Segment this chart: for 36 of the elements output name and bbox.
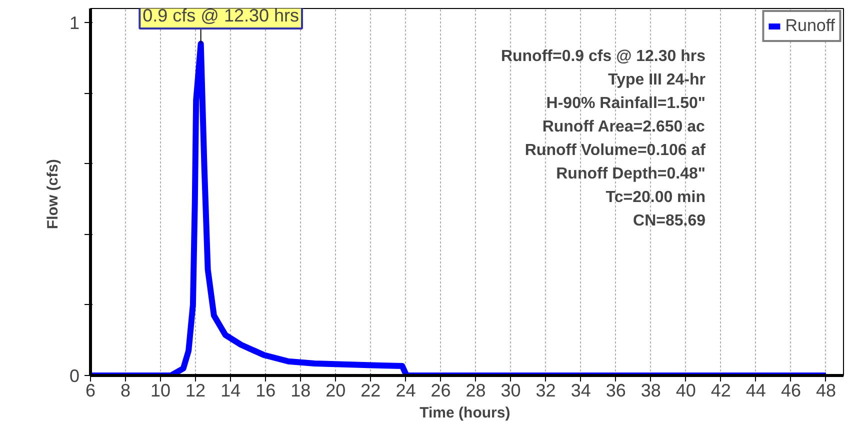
x-tick-label: 46 [780, 380, 801, 400]
x-tick-label: 26 [430, 380, 451, 400]
x-tick-label: 14 [220, 380, 241, 400]
annotation: Tc=20.00 min [606, 189, 706, 206]
y-tick-label: 1 [69, 13, 80, 34]
y-axis-title: Flow (cfs) [44, 159, 62, 230]
annotation: Runoff Volume=0.106 af [524, 142, 706, 159]
x-tick-label: 16 [256, 380, 276, 400]
x-tick-label: 28 [466, 380, 486, 400]
x-tick-label: 42 [710, 380, 731, 400]
x-tick-label: 36 [606, 380, 626, 400]
x-tick-label: 48 [816, 380, 836, 400]
x-tick-label: 18 [290, 380, 311, 400]
x-tick-label: 8 [120, 380, 131, 400]
annotation: Runoff Area=2.650 ac [542, 118, 706, 136]
annotation: Type III 24-hr [608, 72, 706, 88]
annotation: Runoff Depth=0.48" [556, 166, 706, 182]
annotation: Runoff=0.9 cfs @ 12.30 hrs [500, 48, 706, 65]
annotation: CN=85.69 [633, 212, 706, 230]
annotation: 0.9 cfs @ 12.30 hrs [142, 6, 300, 26]
x-tick-label: 44 [746, 380, 766, 400]
x-tick-label: 22 [360, 380, 381, 400]
x-tick-label: 30 [500, 380, 521, 400]
annotation: H-90% Rainfall=1.50" [546, 95, 706, 112]
x-tick-label: 6 [85, 380, 96, 400]
x-tick-label: 20 [326, 380, 346, 400]
x-tick-label: 38 [640, 380, 661, 400]
x-tick-label: 34 [570, 380, 591, 400]
y-tick-label: 0 [69, 366, 80, 386]
legend-label: Runoff [785, 16, 835, 36]
x-tick-label: 12 [186, 380, 206, 400]
x-tick-label: 10 [150, 380, 171, 400]
x-tick-label: 24 [396, 380, 416, 400]
x-axis-title: Time (hours) [420, 404, 510, 422]
x-tick-label: 40 [676, 380, 696, 400]
x-tick-label: 32 [536, 380, 556, 400]
